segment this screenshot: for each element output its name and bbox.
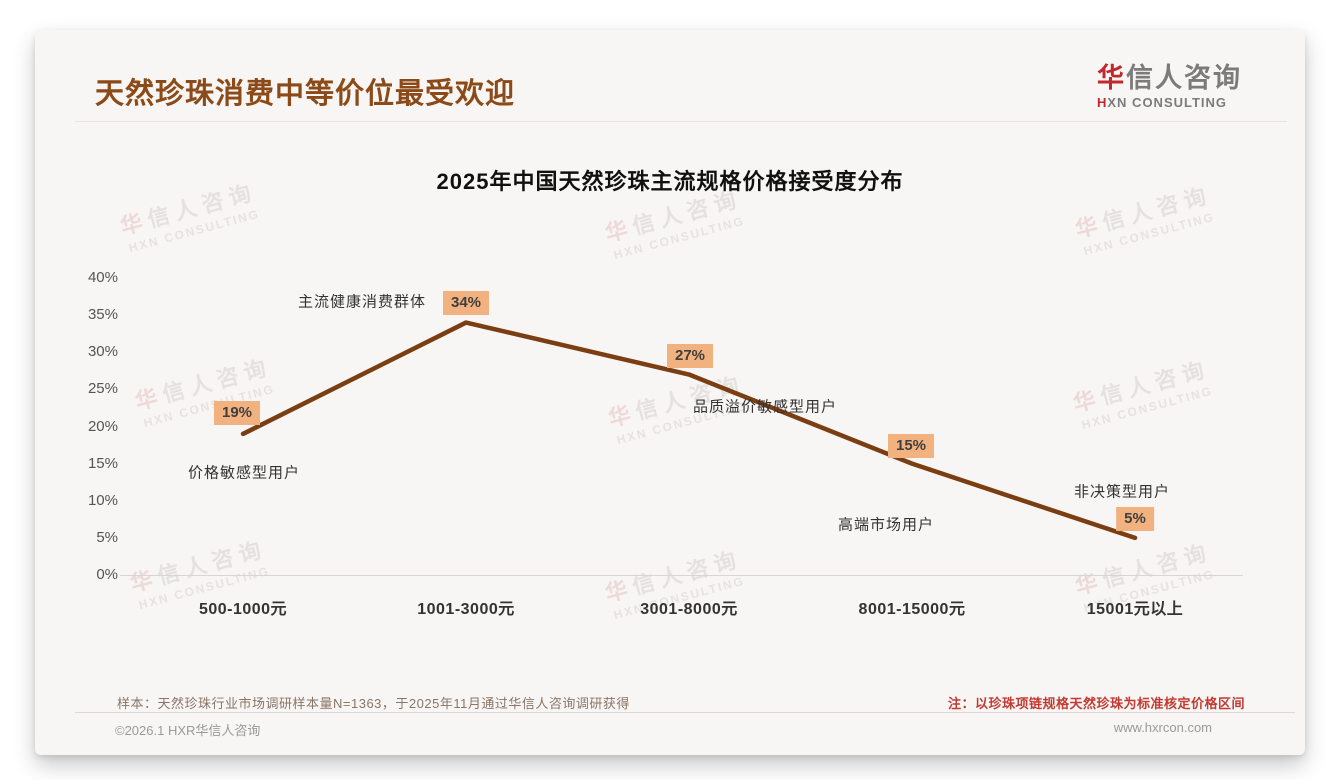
data-point-value-badge: 15% — [887, 433, 935, 458]
acceptance-line-series — [240, 320, 1138, 541]
logo-en-accent: H — [1097, 94, 1108, 110]
x-axis-category: 15001元以上 — [1086, 601, 1184, 618]
y-axis-tick: 20% — [87, 417, 118, 435]
page-title: 天然珍珠消费中等价位最受欢迎 — [95, 78, 516, 110]
data-point-annotation: 品质溢价敏感型用户 — [692, 398, 838, 416]
website-url: www.hxrcon.com — [1113, 720, 1212, 735]
slide-card: 华信人咨询 HXN CONSULTING 华信人咨询 HXN CONSULTING 华信… — [35, 30, 1305, 755]
data-point-annotation: 高端市场用户 — [837, 516, 935, 534]
price-note: 注：以珍珠项链规格天然珍珠为标准核定价格区间 — [947, 696, 1245, 711]
y-axis-tick: 5% — [96, 528, 118, 546]
data-point-value-badge: 34% — [442, 290, 490, 315]
logo-en-text: HXN CONSULTING — [1097, 95, 1242, 110]
x-axis-category: 1001-3000元 — [417, 601, 515, 618]
line-chart: 40% 35% 30% 25% 20% 15% 10% 5% 0% 500-1000元 1001-3… — [35, 30, 1305, 755]
y-axis-tick: 10% — [87, 491, 118, 509]
logo-cn-rest: 信人咨询 — [1126, 63, 1242, 93]
data-point-value-badge: 5% — [1116, 506, 1154, 531]
y-axis-tick: 35% — [87, 306, 118, 324]
data-point-value-badge: 19% — [213, 400, 261, 425]
chart-title: 2025年中国天然珍珠主流规格价格接受度分布 — [436, 169, 904, 194]
y-axis-tick: 25% — [87, 380, 118, 398]
x-axis-category: 8001-15000元 — [858, 601, 966, 618]
data-point-annotation: 主流健康消费群体 — [297, 293, 427, 311]
x-axis-line — [120, 575, 1243, 576]
x-axis-category: 3001-8000元 — [640, 601, 738, 618]
y-axis-tick: 30% — [87, 343, 118, 361]
y-axis-tick: 40% — [87, 269, 118, 286]
x-axis-category: 500-1000元 — [198, 601, 288, 618]
header-divider — [75, 121, 1287, 122]
logo-cn-accent: 华 — [1097, 63, 1126, 93]
logo-en-rest: XN CONSULTING — [1107, 94, 1228, 110]
company-logo: 华信人咨询 HXN CONSULTING — [1097, 63, 1242, 110]
sample-note: 样本：天然珍珠行业市场调研样本量N=1363，于2025年11月通过华信人咨询调… — [117, 696, 630, 711]
y-axis-tick: 15% — [87, 454, 118, 472]
data-point-value-badge: 27% — [666, 343, 714, 368]
footer-divider — [75, 712, 1295, 713]
copyright-text: ©2026.1 HXR华信人咨询 — [115, 723, 261, 738]
data-point-annotation: 价格敏感型用户 — [187, 464, 301, 482]
logo-cn-text: 华信人咨询 — [1097, 63, 1242, 94]
data-point-annotation: 非决策型用户 — [1073, 483, 1171, 501]
y-axis-tick: 0% — [96, 566, 118, 583]
